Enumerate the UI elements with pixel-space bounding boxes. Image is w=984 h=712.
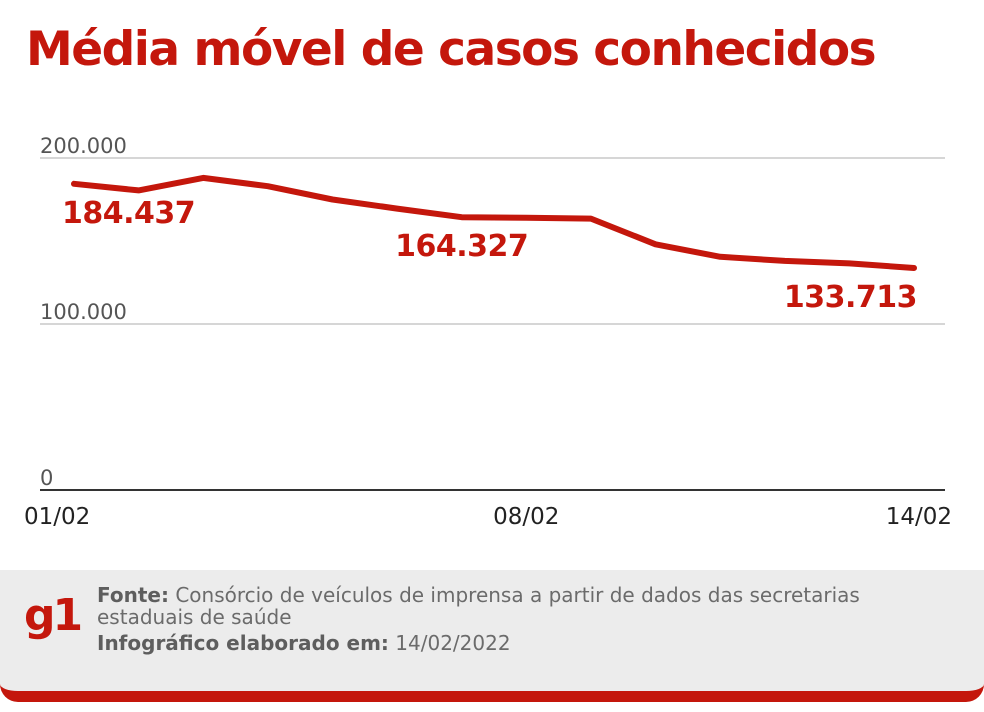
series-line <box>71 174 917 271</box>
date-label: Infográfico elaborado em: <box>97 631 389 655</box>
source-text: Consórcio de veículos de imprensa a part… <box>97 583 860 629</box>
x-tick-label: 01/02 <box>24 504 90 530</box>
footer: g1 Fonte: Consórcio de veículos de impre… <box>0 570 984 702</box>
y-tick-label: 0 <box>40 466 53 490</box>
x-tick-label: 14/02 <box>886 504 952 530</box>
x-tick-label: 08/02 <box>493 504 559 530</box>
x-axis-ticks: 01/02 08/02 14/02 <box>24 504 952 530</box>
y-tick-label: 200.000 <box>40 134 127 158</box>
y-tick-label: 100.000 <box>40 300 127 324</box>
data-label: 164.327 <box>395 229 528 264</box>
date-line: Infográfico elaborado em: 14/02/2022 <box>97 632 957 654</box>
grid-lines <box>40 157 945 491</box>
date-text: 14/02/2022 <box>395 631 511 655</box>
series-group <box>71 174 917 271</box>
line-chart: 200.000 100.000 0 184.437 164.327 133.713 01… <box>24 134 952 530</box>
data-labels: 184.437 164.327 133.713 <box>62 196 918 315</box>
data-label: 133.713 <box>784 280 917 315</box>
footer-text: Fonte: Consórcio de veículos de imprensa… <box>97 584 957 654</box>
y-axis-ticks: 200.000 100.000 0 <box>40 134 127 490</box>
source-line: Fonte: Consórcio de veículos de imprensa… <box>97 584 957 628</box>
data-label: 184.437 <box>62 196 195 231</box>
source-label: Fonte: <box>97 583 169 607</box>
g1-logo: g1 <box>24 590 83 641</box>
chart-title: Média móvel de casos conhecidos <box>26 22 877 77</box>
